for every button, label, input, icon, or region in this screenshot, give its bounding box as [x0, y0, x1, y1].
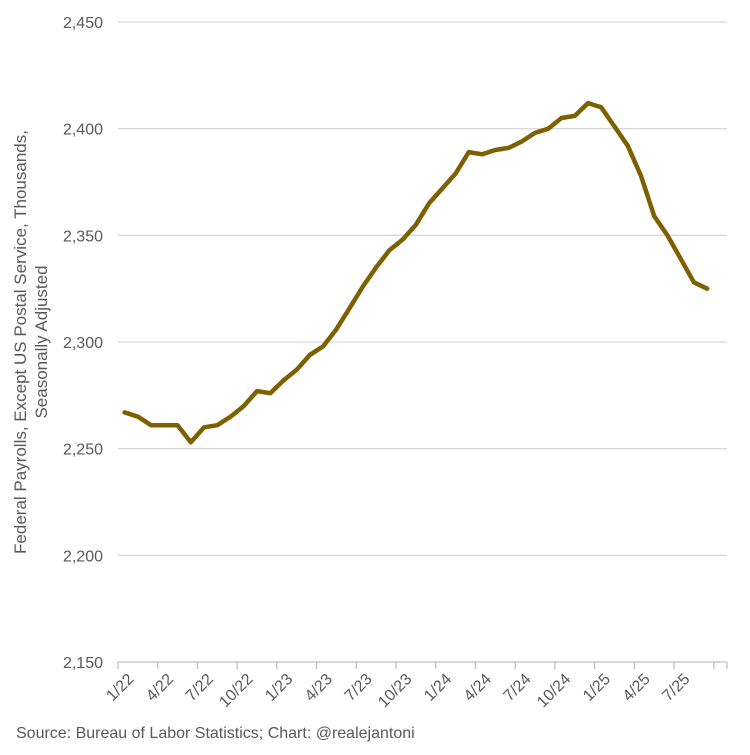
- x-tick-label: 7/22: [183, 671, 217, 705]
- axes: [117, 661, 728, 669]
- x-tick-label: 4/24: [461, 671, 495, 705]
- series-line: [122, 100, 710, 445]
- x-tick-label: 7/24: [501, 671, 535, 705]
- y-axis-label-line-1: Federal Payrolls, Except US Postal Servi…: [11, 130, 30, 554]
- x-tick-label: 4/22: [143, 671, 177, 705]
- source-note: Source: Bureau of Labor Statistics; Char…: [16, 725, 415, 742]
- y-tick-labels: 2,150 2,200 2,250 2,300 2,350 2,400 2,450: [63, 15, 103, 672]
- x-tick-label: 1/24: [421, 671, 455, 705]
- x-tick-label: 1/22: [103, 671, 137, 705]
- gridlines: [118, 21, 727, 556]
- x-tick-label: 1/25: [580, 671, 614, 705]
- y-tick-label: 2,200: [63, 548, 103, 565]
- series: [122, 100, 710, 445]
- x-tick-label: 4/23: [302, 671, 336, 705]
- x-tick-labels: 1/22 4/22 7/22 10/22 1/23 4/23 7/23 10/23 1/24 4/…: [103, 671, 693, 711]
- x-tick-label: 4/25: [620, 671, 654, 705]
- y-tick-label: 2,450: [63, 15, 103, 32]
- x-tick-label: 10/24: [534, 671, 574, 711]
- y-tick-label: 2,350: [63, 228, 103, 245]
- y-tick-label: 2,150: [63, 655, 103, 672]
- x-tick-label: 1/23: [262, 671, 296, 705]
- x-tick-label: 10/22: [216, 671, 256, 711]
- x-tick-label: 7/25: [659, 671, 693, 705]
- y-tick-label: 2,300: [63, 335, 103, 352]
- x-tick-label: 10/23: [375, 671, 415, 711]
- y-tick-label: 2,400: [63, 122, 103, 139]
- y-axis-label-line-2: Seasonally Adjusted: [32, 265, 51, 418]
- x-tick-label: 7/23: [342, 671, 376, 705]
- y-tick-label: 2,250: [63, 442, 103, 459]
